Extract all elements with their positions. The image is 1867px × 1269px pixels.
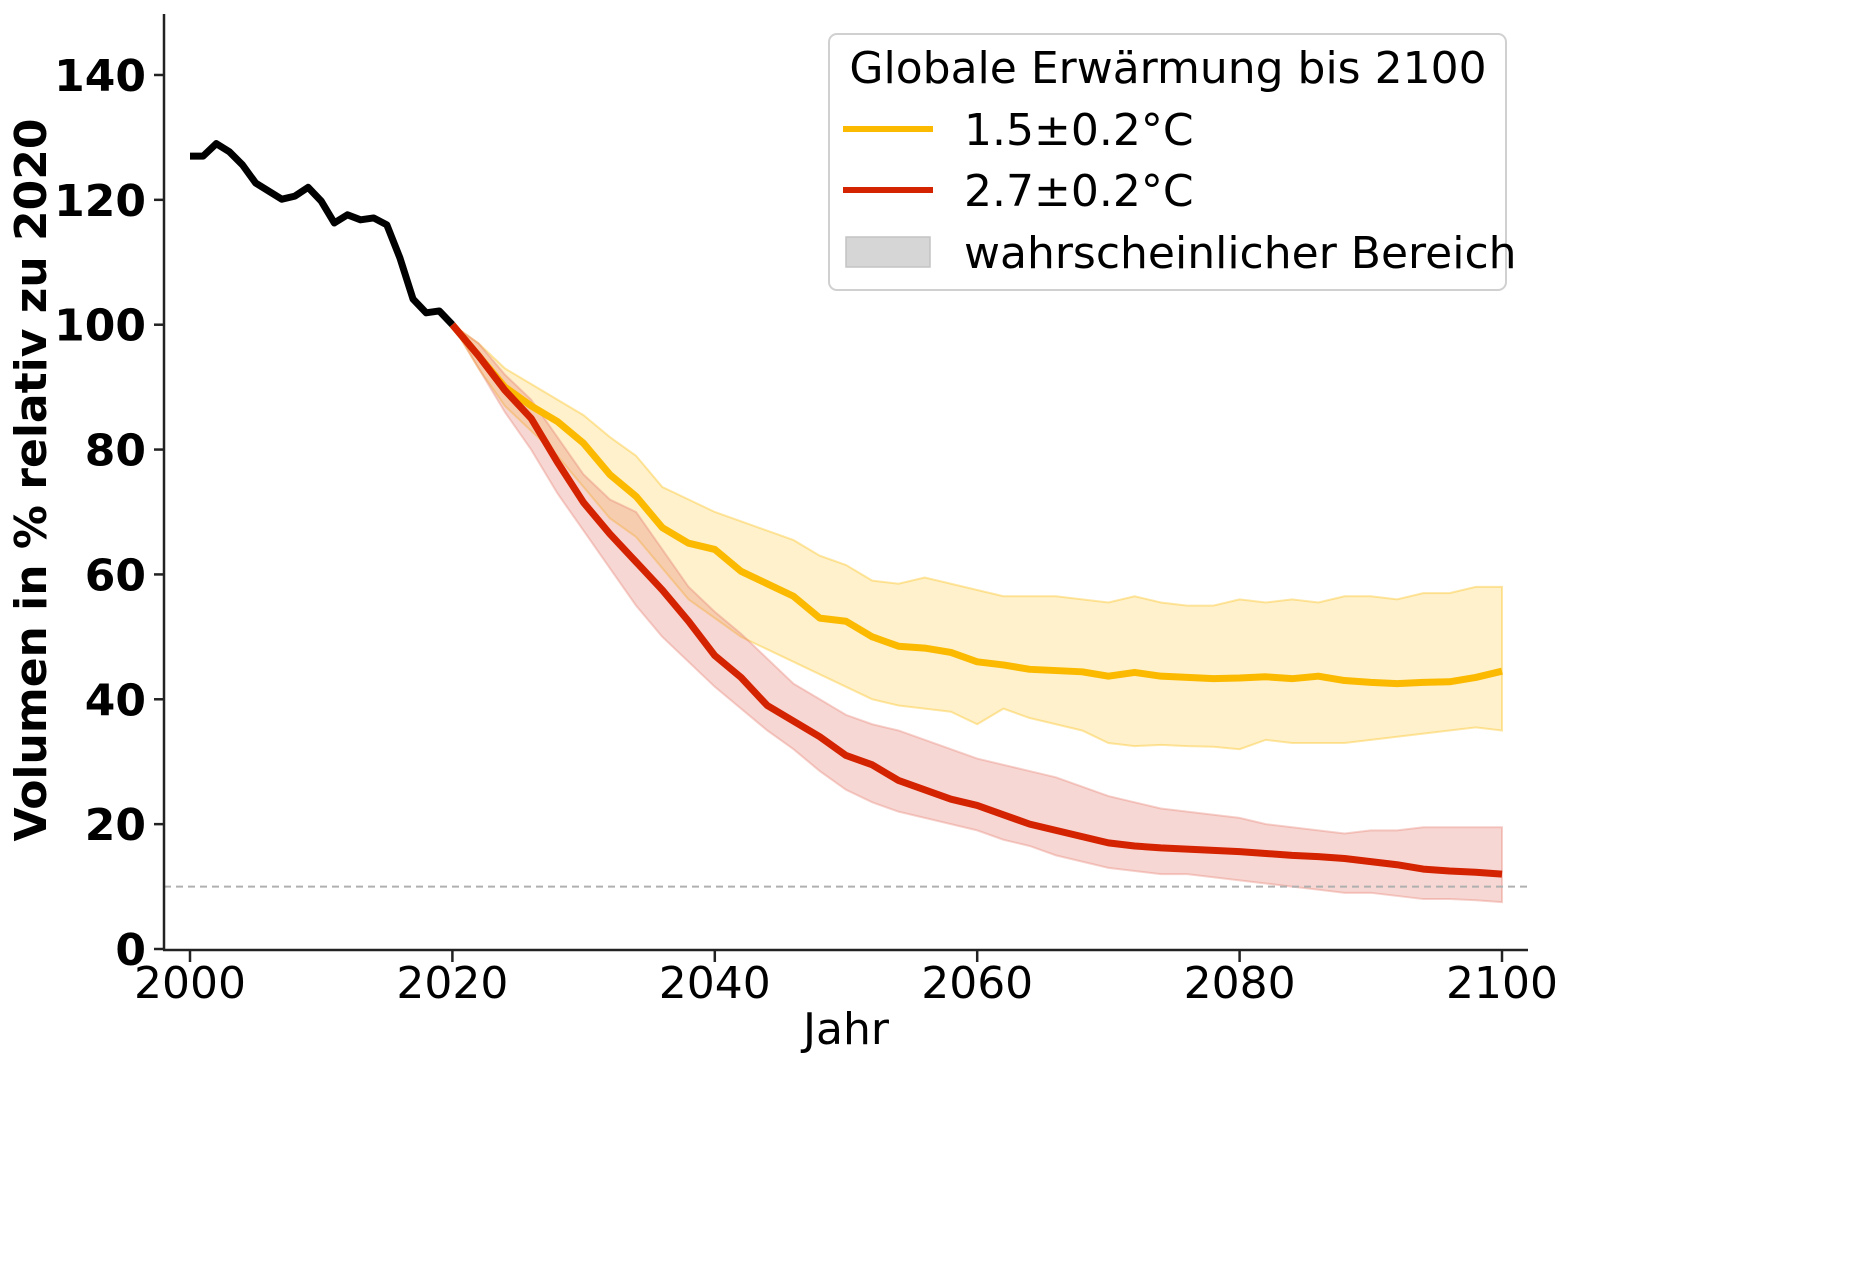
y-tick-label: 140 <box>54 51 146 102</box>
band-2-7-0-2-c <box>451 323 1503 904</box>
x-tick-label: 2040 <box>659 958 771 1009</box>
y-tick-label: 100 <box>54 301 146 352</box>
x-tick-label: 2020 <box>396 958 508 1009</box>
x-ticks: 2000 2020 2040 2060 2080 2100 <box>134 950 1558 1009</box>
y-tick-label: 20 <box>85 800 146 851</box>
uncertainty-bands <box>451 323 1503 904</box>
legend-title: Globale Erwärmung bis 2100 <box>849 43 1486 94</box>
y-tick-label: 80 <box>85 426 146 477</box>
legend-patch-likely-range <box>845 236 931 268</box>
legend-label-1-5c: 1.5±0.2°C <box>964 105 1194 156</box>
x-tick-label: 2080 <box>1184 958 1296 1009</box>
y-axis-label: Volumen in % relativ zu 2020 <box>6 119 57 842</box>
y-ticks: 0 20 40 60 80 100 120 140 <box>54 51 164 976</box>
y-tick-label: 40 <box>85 675 146 726</box>
band-1-5-0-2-c <box>451 323 1503 751</box>
x-tick-label: 2100 <box>1446 958 1558 1009</box>
legend-frame <box>828 33 1507 291</box>
y-tick-label: 120 <box>54 176 146 227</box>
line-beobachtet <box>190 140 455 328</box>
x-axis-label: Jahr <box>800 1004 890 1055</box>
y-tick-label: 60 <box>85 550 146 601</box>
line-2-7-0-2-c <box>449 322 1503 878</box>
x-tick-label: 2000 <box>134 958 246 1009</box>
legend-label-likely-range: wahrscheinlicher Bereich <box>964 228 1517 279</box>
line-1-5-0-2-c <box>449 322 1503 688</box>
y-tick-label: 0 <box>115 925 146 976</box>
series-lines <box>190 140 1503 878</box>
x-tick-label: 2060 <box>921 958 1033 1009</box>
legend: Globale Erwärmung bis 2100 1.5±0.2°C 2.7… <box>828 33 1517 291</box>
legend-label-2-7c: 2.7±0.2°C <box>964 166 1194 217</box>
